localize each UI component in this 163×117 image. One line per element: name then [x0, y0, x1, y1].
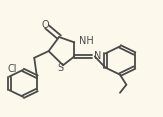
Text: O: O — [42, 20, 49, 29]
Text: Cl: Cl — [7, 64, 17, 74]
Text: S: S — [58, 63, 64, 73]
Text: N: N — [94, 51, 102, 61]
Text: NH: NH — [79, 36, 94, 46]
